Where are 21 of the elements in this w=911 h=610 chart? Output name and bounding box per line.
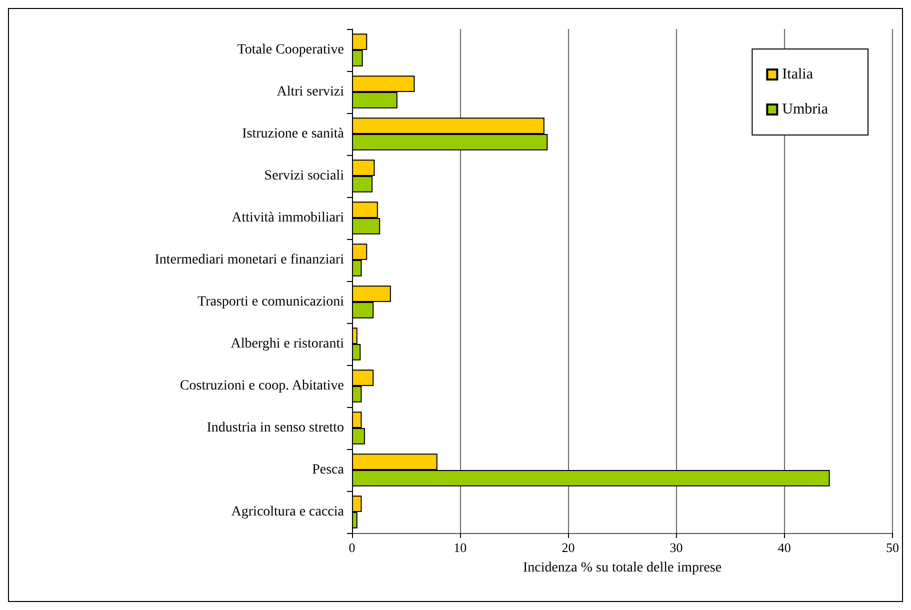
x-tick-label: 30: [670, 540, 683, 555]
y-tick-label: Servizi sociali: [264, 168, 344, 184]
y-tick-label: Trasporti e comunicazioni: [198, 294, 344, 310]
y-tick-label: Totale Cooperative: [237, 42, 344, 58]
x-tick-label: 50: [886, 540, 899, 555]
x-axis-title: Incidenza % su totale delle imprese: [522, 560, 722, 576]
y-tick-label: Pesca: [312, 462, 345, 478]
y-tick-label: Intermediari monetari e finanziari: [154, 252, 344, 268]
x-tick-label: 40: [778, 540, 791, 555]
y-tick-label: Costruzioni e coop. Abitative: [180, 378, 344, 394]
x-tick-label: 20: [562, 540, 575, 555]
y-tick-label: Agricoltura e caccia: [231, 504, 345, 520]
x-tick-label: 0: [348, 540, 356, 555]
y-tick-label: Istruzione e sanità: [242, 126, 345, 142]
legend-label: Italia: [782, 66, 814, 82]
y-tick-label: Attività immobiliari: [232, 210, 344, 226]
x-tick-label: 10: [454, 540, 467, 555]
y-tick-label: Industria in senso stretto: [206, 420, 344, 436]
y-tick-label: Alberghi e ristoranti: [230, 336, 344, 352]
legend-label: Umbria: [782, 102, 828, 118]
y-tick-label: Altri servizi: [276, 84, 344, 100]
